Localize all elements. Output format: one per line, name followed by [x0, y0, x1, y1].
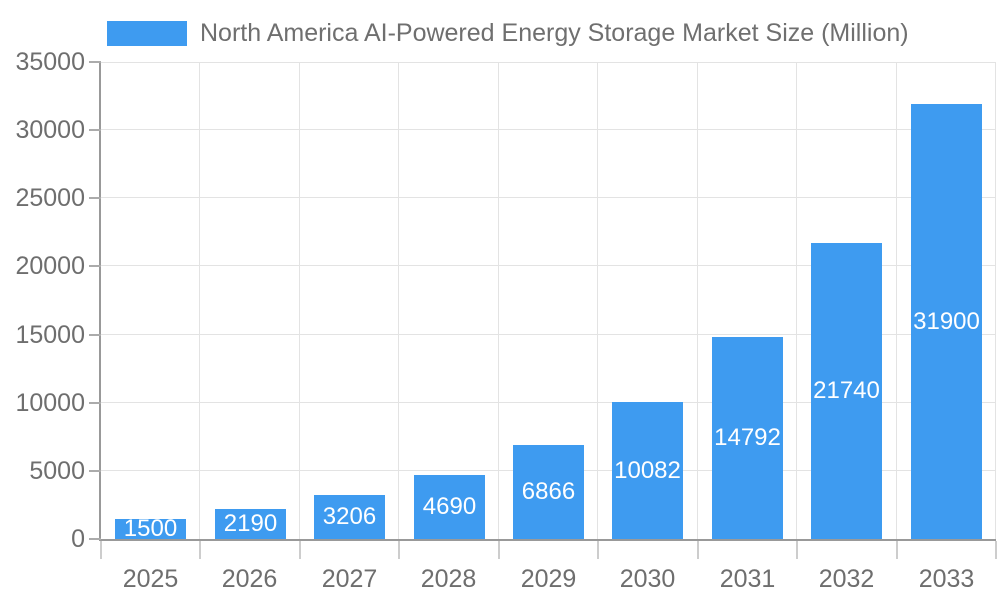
x-axis-tick	[398, 541, 400, 559]
y-axis-tick-label: 25000	[15, 184, 85, 213]
y-axis-tick	[89, 401, 101, 404]
y-axis-tick-label: 15000	[15, 320, 85, 349]
bar-2032[interactable]: 21740	[811, 243, 882, 539]
gridline-v	[896, 62, 897, 539]
gridline-v	[597, 62, 598, 539]
y-axis-tick	[89, 469, 101, 472]
y-axis-tick-label: 20000	[15, 252, 85, 281]
gridline-h	[101, 129, 996, 131]
bar-value-label: 21740	[813, 377, 880, 404]
y-axis-tick	[89, 129, 101, 132]
x-axis-tick-label: 2031	[719, 565, 776, 593]
x-axis-tick-label: 2028	[420, 565, 477, 593]
x-axis-tick-label: 2030	[619, 565, 676, 593]
x-axis-tick	[796, 541, 798, 559]
bar-value-label: 2190	[223, 510, 278, 537]
bar-2025[interactable]: 1500	[115, 515, 186, 542]
y-axis-tick-label: 35000	[15, 48, 85, 76]
gridline-h	[101, 62, 996, 63]
x-axis-tick	[498, 541, 500, 559]
x-axis-tick	[697, 541, 699, 559]
bar-2026[interactable]: 2190	[215, 509, 286, 539]
y-axis-tick-label: 10000	[15, 388, 85, 417]
bar-2028[interactable]: 4690	[414, 475, 485, 539]
gridline-v	[398, 62, 399, 539]
gridline-h	[101, 333, 996, 335]
bar-2029[interactable]: 6866	[513, 445, 584, 539]
gridline-v	[995, 62, 996, 539]
gridline-v	[697, 62, 698, 539]
x-axis-tick-label: 2033	[918, 565, 975, 593]
x-axis-line	[99, 539, 996, 541]
gridline-v	[199, 62, 200, 539]
y-axis-tick	[89, 197, 101, 200]
bar-value-label: 14792	[714, 424, 781, 451]
x-axis-tick	[995, 541, 997, 559]
bar-value-label: 4690	[422, 493, 477, 520]
y-axis-line	[99, 62, 101, 541]
y-axis-tick	[89, 538, 101, 540]
plot-area: 1500 2190 3206 4690 6866 10082 14792 21740 31900	[101, 62, 996, 542]
gridline-h	[101, 401, 996, 403]
x-axis-tick	[199, 541, 201, 559]
bar-2033[interactable]: 31900	[911, 104, 982, 539]
gridline-v	[796, 62, 797, 539]
bar-2030[interactable]: 10082	[612, 402, 683, 539]
gridline-h	[101, 197, 996, 199]
y-axis-tick-label: 30000	[15, 116, 85, 145]
gridline-v	[299, 62, 300, 539]
bar-2027[interactable]: 3206	[314, 495, 385, 539]
legend-label: North America AI-Powered Energy Storage …	[200, 19, 909, 47]
bar-value-label: 6866	[521, 478, 576, 505]
gridline-h	[101, 265, 996, 267]
bar-value-label: 1500	[123, 515, 178, 542]
gridline-v	[498, 62, 499, 539]
legend[interactable]: North America AI-Powered Energy Storage …	[107, 19, 909, 48]
x-axis-tick	[896, 541, 898, 559]
x-axis-tick-label: 2032	[818, 565, 875, 593]
y-axis-tick-label: 5000	[29, 456, 85, 485]
x-axis-tick-label: 2026	[221, 565, 278, 593]
x-axis-tick	[299, 541, 301, 559]
x-axis-tick	[597, 541, 599, 559]
y-axis-tick	[89, 333, 101, 336]
bar-2031[interactable]: 14792	[712, 337, 783, 539]
x-axis-tick	[100, 541, 102, 559]
x-axis-tick-label: 2027	[321, 565, 378, 593]
y-axis-tick-label: 0	[71, 525, 85, 553]
x-axis-tick-label: 2025	[122, 565, 179, 593]
bar-value-label: 10082	[614, 456, 681, 484]
bar-value-label: 3206	[322, 503, 377, 530]
x-axis-tick-label: 2029	[520, 565, 577, 593]
bar-value-label: 31900	[913, 307, 980, 335]
y-axis-tick	[89, 61, 101, 63]
legend-swatch-icon	[107, 21, 187, 46]
y-axis-tick	[89, 265, 101, 268]
